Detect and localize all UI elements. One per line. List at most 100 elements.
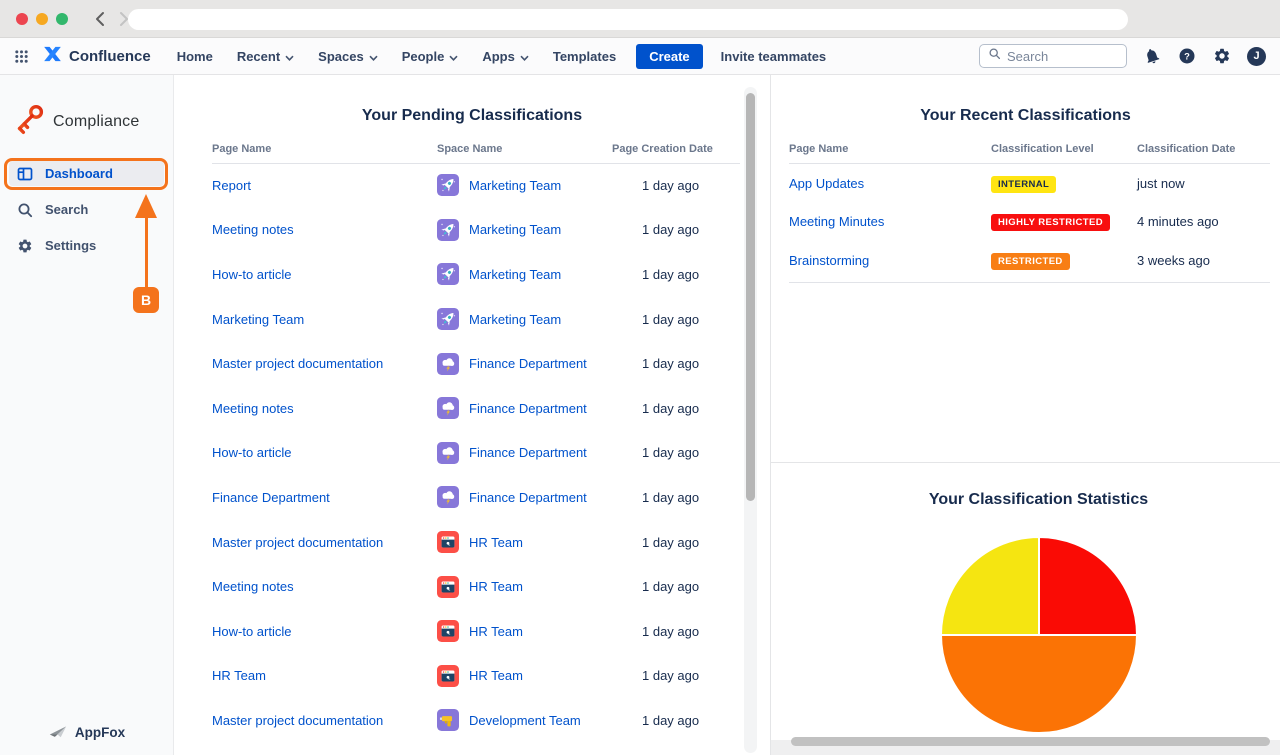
page-link[interactable]: Master project documentation [212,712,384,728]
page-link[interactable]: How-to article [212,623,292,639]
space-link[interactable]: HR Team [469,579,523,595]
appfox-logo-icon [48,721,68,744]
column-header-space-name: Space Name [437,143,503,155]
sidebar-item-dashboard[interactable]: Dashboard [9,161,164,186]
nav-item-spaces[interactable]: Spaces [318,49,378,64]
zoom-window-button[interactable] [56,12,68,25]
pie-slice-yellow [939,535,1040,636]
help-icon[interactable]: ? [1177,46,1197,66]
page-link[interactable]: Meeting Minutes [789,214,885,230]
classification-date: 4 minutes ago [1137,214,1219,230]
search-input[interactable] [1007,48,1120,64]
page-creation-date: 1 day ago [642,177,700,193]
space-link[interactable]: Finance Department [469,489,587,505]
nav-item-apps[interactable]: Apps [482,49,529,64]
invite-teammates-link[interactable]: Invite teammates [720,48,827,64]
horizontal-scrollbar-track[interactable] [771,737,1280,755]
confluence-home-link[interactable]: Confluence [42,44,151,69]
page-creation-date: 1 day ago [642,579,700,595]
classification-pie-chart [784,535,1280,735]
page-creation-date: 1 day ago [642,534,700,550]
settings-gear-icon[interactable] [1212,46,1232,66]
page-link[interactable]: Marketing Team [212,311,305,327]
forward-icon[interactable] [116,11,132,27]
page-link[interactable]: Report [212,177,252,193]
space-link[interactable]: HR Team [469,668,523,684]
sidebar-item-settings[interactable]: Settings [9,233,164,258]
nav-item-people[interactable]: People [402,49,459,64]
page-link[interactable]: Finance Department [212,489,330,505]
page-link[interactable]: Master project documentation [212,356,384,372]
window-space-icon [437,531,459,554]
address-bar[interactable] [128,9,1128,30]
browser-chrome [0,0,1280,38]
page-link[interactable]: Meeting notes [212,400,294,416]
close-window-button[interactable] [16,12,28,25]
drill-space-icon [437,709,459,732]
space-link[interactable]: HR Team [469,623,523,639]
sidebar-item-search[interactable]: Search [9,197,164,222]
page-link[interactable]: HR Team [212,668,266,684]
space-cell: Finance Department [437,397,612,420]
global-search[interactable] [979,44,1127,68]
vertical-scrollbar-track[interactable] [744,87,757,753]
space-link[interactable]: Finance Department [469,445,587,461]
table-row: How-to article HR Team 1 day ago [212,609,725,654]
compliance-logo: Compliance [0,75,173,143]
window-space-icon [437,664,459,687]
space-link[interactable]: Marketing Team [469,222,562,238]
page-link[interactable]: How-to article [212,266,292,282]
sidebar-item-label: Settings [45,238,97,253]
content-area: Compliance Dashboard Search Settings B App… [0,75,1280,755]
minimize-window-button[interactable] [36,12,48,25]
table-row: Meeting notes HR Team 1 day ago [212,564,725,609]
space-link[interactable]: Marketing Team [469,311,562,327]
page-creation-date: 1 day ago [642,356,700,372]
space-link[interactable]: HR Team [469,534,523,550]
space-link[interactable]: Marketing Team [469,177,562,193]
browser-history-controls [92,11,132,27]
page-link[interactable]: Master project documentation [212,534,384,550]
section-divider [771,462,1280,463]
space-cell: Marketing Team [437,218,612,241]
settings-icon [17,238,33,254]
space-link[interactable]: Finance Department [469,400,587,416]
vertical-scrollbar-thumb[interactable] [746,93,755,501]
page-link[interactable]: How-to article [212,445,292,461]
back-icon[interactable] [92,11,108,27]
space-link[interactable]: Finance Department [469,356,587,372]
nav-item-recent[interactable]: Recent [237,49,294,64]
space-cell: HR Team [437,575,612,598]
storm-space-icon [437,397,459,420]
page-link[interactable]: Meeting notes [212,222,294,238]
sidebar-nav: Dashboard Search Settings [0,161,173,258]
create-button[interactable]: Create [636,43,703,69]
svg-text:?: ? [1184,51,1190,61]
column-header-page-name: Page Name [212,143,272,155]
page-link[interactable]: Brainstorming [789,252,870,268]
page-link[interactable]: App Updates [789,175,865,191]
compliance-sidebar: Compliance Dashboard Search Settings B App… [0,75,174,755]
recent-classifications-panel: Your Recent Classifications Page Name Cla… [770,75,1280,755]
page-creation-date: 1 day ago [642,266,700,282]
space-cell: Marketing Team [437,263,612,286]
nav-item-home[interactable]: Home [177,49,213,64]
rocket-space-icon [437,308,459,331]
space-link[interactable]: Development Team [469,712,581,728]
page-link[interactable]: Meeting notes [212,579,294,595]
nav-item-templates[interactable]: Templates [553,49,616,64]
notifications-bell-icon[interactable] [1142,46,1162,66]
header-divider [789,163,1270,164]
main-menu: Home Recent Spaces People Apps Templates [177,49,617,64]
nav-item-label: Home [176,48,213,64]
column-header-page-name: Page Name [789,143,849,155]
chevron-down-icon [369,49,378,64]
rocket-space-icon [437,218,459,241]
app-switcher-icon[interactable] [10,45,32,67]
space-link[interactable]: Marketing Team [469,266,562,282]
horizontal-scrollbar-thumb[interactable] [791,737,1270,746]
space-cell: HR Team [437,664,612,687]
page-creation-date: 1 day ago [642,311,700,327]
user-avatar[interactable]: J [1247,46,1266,66]
